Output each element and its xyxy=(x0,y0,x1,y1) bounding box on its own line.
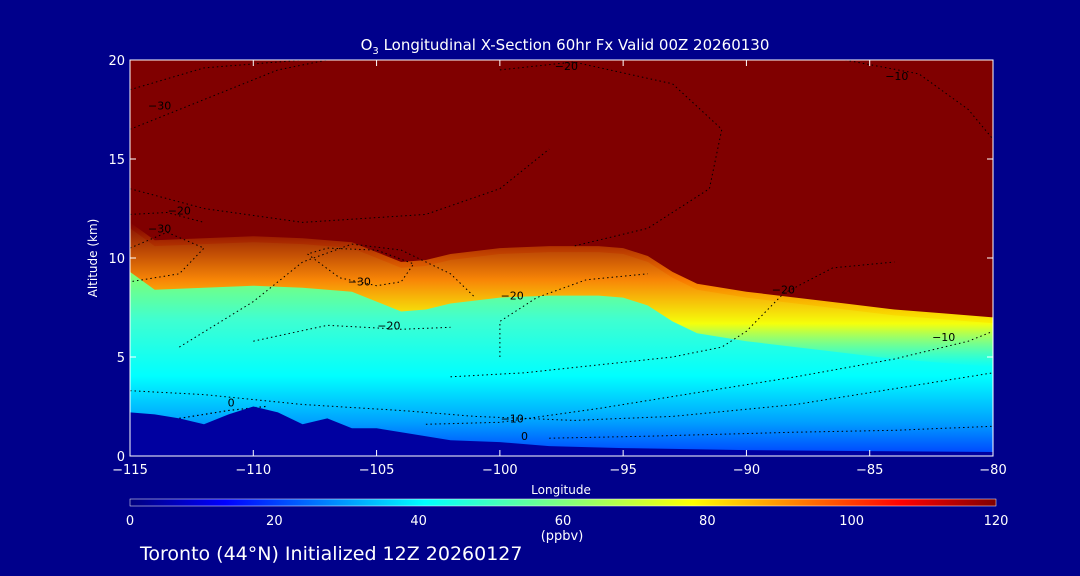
x-tick-label: −90 xyxy=(733,463,760,478)
x-axis-label: Longitude xyxy=(531,483,591,497)
y-tick-label: 10 xyxy=(108,252,125,267)
contour-line xyxy=(450,261,895,378)
contour-label: −20 xyxy=(772,284,795,297)
x-tick-label: −110 xyxy=(235,463,271,478)
y-tick-label: 5 xyxy=(117,351,125,366)
contour-label: −20 xyxy=(168,204,191,217)
tropopause-band xyxy=(130,222,993,367)
y-tick-label: 0 xyxy=(117,450,125,465)
contour-label: −20 xyxy=(377,319,400,332)
contour-labels: −20 −10 −30 −20 −30 −30 −20 −20 −20 −10 −10 0 0 xyxy=(148,60,955,443)
contour-line xyxy=(499,273,648,357)
contour-line xyxy=(179,243,476,348)
contour-label: −20 xyxy=(501,290,524,303)
colorbar-tick-label: 100 xyxy=(839,514,864,529)
contour-line xyxy=(253,324,451,342)
contour-label: −30 xyxy=(148,100,171,113)
x-tick-label: −105 xyxy=(359,463,395,478)
colorbar-tick-label: 60 xyxy=(555,514,572,529)
contour-line xyxy=(307,247,415,287)
contour-label: 0 xyxy=(521,430,528,443)
chart-title: O3 Longitudinal X-Section 60hr Fx Valid … xyxy=(361,36,770,57)
colorbar-unit: (ppbv) xyxy=(541,529,584,544)
y-tick-label: 20 xyxy=(108,54,125,69)
footer-text: Toronto (44°N) Initialized 12Z 20260127 xyxy=(139,543,523,565)
contour-label: 0 xyxy=(228,397,235,410)
x-tick-label: −80 xyxy=(979,463,1006,478)
terrain-fill xyxy=(130,406,993,456)
y-tick-label: 15 xyxy=(108,153,125,168)
contour-label: −10 xyxy=(932,331,955,344)
contour-line xyxy=(130,60,328,130)
contour-lines xyxy=(130,60,993,439)
colorbar-ticks: 0 20 40 60 80 100 120 xyxy=(126,514,1009,529)
y-axis-label: Altitude (km) xyxy=(86,219,100,298)
x-tick-label: −115 xyxy=(112,463,148,478)
colorbar-tick-label: 40 xyxy=(410,514,427,529)
colorbar-tick-label: 120 xyxy=(984,514,1009,529)
contour-label: −10 xyxy=(885,70,908,83)
contour-label: −30 xyxy=(348,276,371,289)
contour-line xyxy=(549,425,993,439)
contour-line xyxy=(130,211,205,223)
x-tick-label: −100 xyxy=(482,463,518,478)
contour-line xyxy=(130,148,550,223)
colorbar-tick-label: 80 xyxy=(699,514,716,529)
colorbar-tick-label: 0 xyxy=(126,514,134,529)
contour-label: −20 xyxy=(555,60,578,73)
x-tick-label: −95 xyxy=(609,463,636,478)
contour-line xyxy=(425,330,993,425)
contour-label: −30 xyxy=(148,222,171,235)
y-axis: 0 5 10 15 20 xyxy=(108,54,993,465)
x-tick-label: −85 xyxy=(856,463,883,478)
contour-label: −10 xyxy=(501,412,524,425)
plot-area: −20 −10 −30 −20 −30 −30 −20 −20 −20 −10 −10 0 0 xyxy=(130,60,993,456)
x-axis: −115 −110 −105 −100 −95 −90 −85 −80 xyxy=(112,60,1007,478)
contour-line xyxy=(130,60,303,91)
colorbar-tick-label: 20 xyxy=(266,514,283,529)
colorbar xyxy=(129,498,997,507)
zero-contour xyxy=(179,405,266,419)
